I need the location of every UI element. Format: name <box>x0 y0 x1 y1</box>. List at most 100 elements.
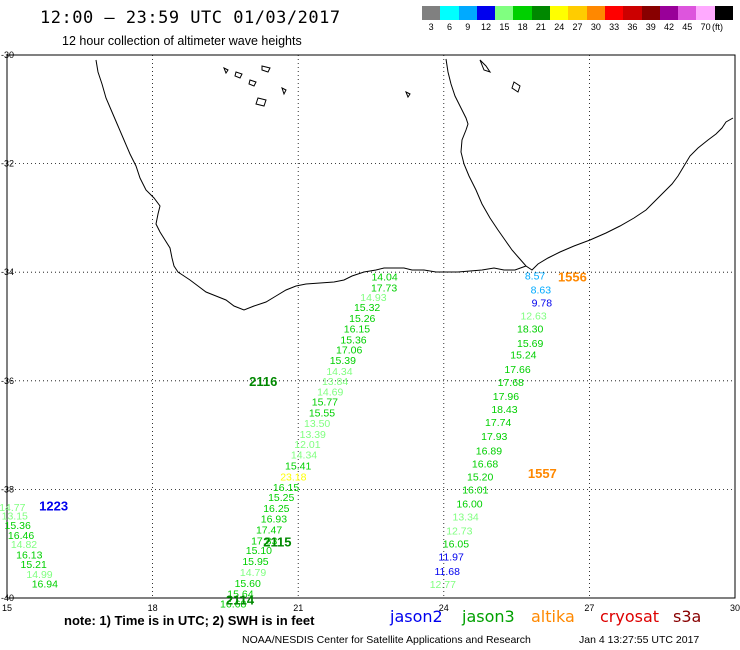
wave-height-value: 15.36 <box>340 335 366 347</box>
wave-height-value: 14.77 <box>0 502 26 514</box>
wave-height-value: 13.15 <box>2 510 28 522</box>
wave-height-value: 17.47 <box>256 525 282 537</box>
wave-height-value: 16.15 <box>273 482 299 494</box>
colorbar-swatch <box>476 6 496 20</box>
wave-height-value: 16.89 <box>476 445 502 457</box>
wave-height-value: 17.06 <box>336 344 362 356</box>
colorbar-tick: 42 <box>664 22 675 32</box>
wave-height-value: 14.79 <box>240 567 266 579</box>
wave-height-value: 23.18 <box>280 471 306 483</box>
colorbar-tick: 9 <box>465 22 471 32</box>
colorbar-tick-labels: 3 6 9 12 15 18 21 24 27 30 33 36 39 42 45 70 <box>422 22 733 34</box>
longitude-tick-label: 30 <box>730 603 740 613</box>
colorbar-swatch <box>678 6 697 20</box>
map-axis-ticks: 15 18 21 24 27 30 -30 -32 -34 -36 -38 -40 <box>1 50 740 613</box>
colorbar-swatch <box>623 6 642 20</box>
wave-height-value: 16.25 <box>263 503 289 515</box>
longitude-tick-label: 27 <box>584 603 594 613</box>
wave-height-value: 14.69 <box>317 387 343 399</box>
wave-height-value: 15.32 <box>354 302 380 314</box>
wave-height-value: 18.43 <box>491 404 517 416</box>
wave-height-value: 11.68 <box>434 566 460 578</box>
colorbar-swatch <box>440 6 459 20</box>
colorbar-tick: 27 <box>572 22 583 32</box>
coastline-south <box>95 59 527 311</box>
wave-height-value: 14.99 <box>26 569 52 581</box>
longitude-tick-label: 24 <box>439 603 449 613</box>
wave-height-value: 16.68 <box>220 598 246 610</box>
wave-height-value: 15.64 <box>227 589 253 601</box>
latitude-tick-label: -32 <box>1 159 14 169</box>
colorbar-tick: 18 <box>517 22 528 32</box>
satellite-legend-jason2: jason2 <box>390 607 443 626</box>
pass-time-label: 1223 <box>39 499 68 514</box>
wave-height-value: 15.10 <box>246 545 272 557</box>
wave-height-value: 15.77 <box>312 396 338 408</box>
wave-height-value: 16.46 <box>8 530 34 542</box>
track-time-labels: 1223 2116 2115 2114 1556 1557 <box>39 270 587 608</box>
wave-height-value: 15.39 <box>330 355 356 367</box>
pass-time-label: 2115 <box>263 535 291 550</box>
wave-height-value: 12.77 <box>430 579 456 591</box>
pass-time-label: 2116 <box>249 374 277 389</box>
coastline-islands <box>223 59 521 107</box>
wave-height-value: 15.25 <box>268 492 294 504</box>
colorbar-swatch <box>513 6 532 20</box>
units-note: note: 1) Time is in UTC; 2) SWH is in fe… <box>64 613 315 628</box>
wave-height-value: 16.93 <box>261 514 287 526</box>
satellite-legend-altika: altika <box>531 607 575 626</box>
wave-height-value: 17.74 <box>485 417 511 429</box>
wave-height-value: 13.34 <box>452 512 478 524</box>
wave-height-value: 12.63 <box>520 311 546 323</box>
altimeter-tracks: 14.7713.1515.3616.4614.8216.1315.2114.99… <box>0 270 552 610</box>
colorbar-tick: 33 <box>609 22 620 32</box>
wave-height-value: 13.84 <box>322 376 348 388</box>
colorbar-swatch <box>696 6 715 20</box>
wave-height-value: 17.93 <box>481 431 507 443</box>
longitude-tick-label: 15 <box>2 603 12 613</box>
colorbar-tick: 39 <box>645 22 656 32</box>
colorbar-swatch <box>458 6 477 20</box>
wave-height-colorbar <box>422 6 734 20</box>
pass-time-label: 1557 <box>528 466 557 481</box>
colorbar-swatch <box>604 6 624 20</box>
colorbar-swatch <box>714 6 734 20</box>
wave-height-value: 16.05 <box>443 539 469 551</box>
wave-height-value: 15.60 <box>235 578 261 590</box>
wave-height-value: 16.13 <box>16 550 42 562</box>
wave-height-value: 15.69 <box>517 338 543 350</box>
credit-line: NOAA/NESDIS Center for Satellite Applica… <box>242 634 531 646</box>
colorbar-swatch <box>422 6 441 20</box>
colorbar-tick: 36 <box>627 22 638 32</box>
pass-time-label: 1556 <box>558 270 587 285</box>
colorbar-swatch <box>641 6 660 20</box>
page-title: 12:00 – 23:59 UTC 01/03/2017 <box>40 8 341 28</box>
wave-height-value: 17.96 <box>493 391 519 403</box>
generated-timestamp: Jan 4 13:27:55 UTC 2017 <box>579 634 700 646</box>
map-gridlines <box>7 55 735 598</box>
wave-height-value: 15.95 <box>242 556 268 568</box>
wave-height-value: 12.73 <box>446 526 472 538</box>
satellite-legend-jason3: jason3 <box>462 607 515 626</box>
latitude-tick-label: -30 <box>1 50 14 60</box>
wave-height-value: 17.68 <box>498 377 524 389</box>
wave-height-value: 14.34 <box>326 366 352 378</box>
coastline <box>445 58 734 271</box>
colorbar-unit: (ft) <box>712 22 723 32</box>
wave-height-value: 14.34 <box>291 450 317 462</box>
pass-time-label: 2114 <box>226 593 255 608</box>
wave-height-value: 13.39 <box>300 429 326 441</box>
latitude-tick-label: -40 <box>1 593 14 603</box>
wave-height-value: 9.78 <box>532 298 553 310</box>
wave-height-value: 8.57 <box>525 270 546 282</box>
wave-height-value: 16.94 <box>32 578 58 590</box>
satellite-legend-cryosat: cryosat <box>600 607 660 626</box>
wave-height-value: 11.97 <box>438 552 464 564</box>
wave-height-value: 14.93 <box>360 292 386 304</box>
wave-height-value: 16.00 <box>456 499 482 511</box>
colorbar-swatch <box>531 6 551 20</box>
wave-height-value: 12.01 <box>294 439 320 451</box>
wave-height-value: 15.26 <box>349 313 375 325</box>
colorbar-tick: 3 <box>428 22 434 32</box>
